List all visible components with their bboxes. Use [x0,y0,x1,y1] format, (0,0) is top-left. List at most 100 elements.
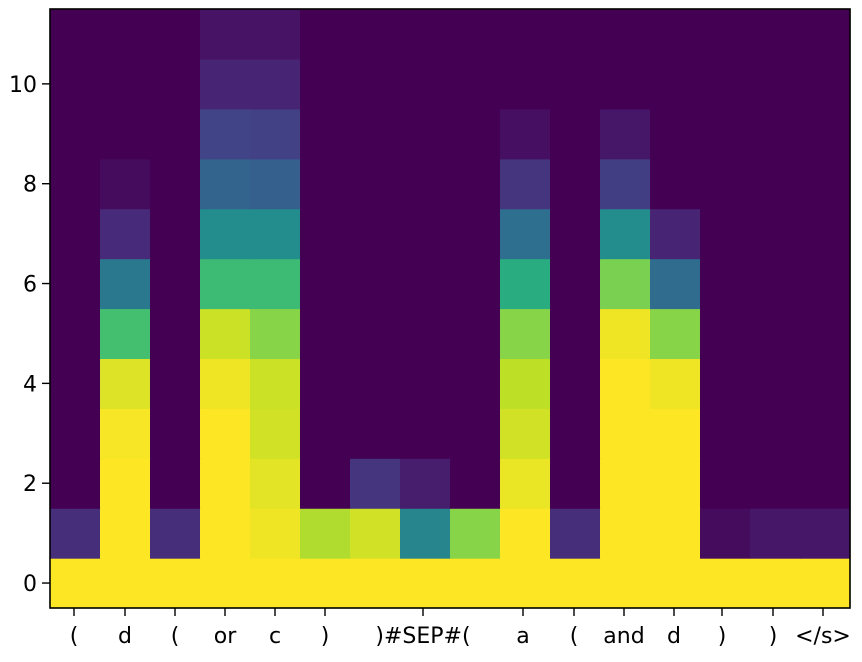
heatmap-cell [250,358,301,409]
x-tick-label: ) [321,624,330,649]
x-tick-label: ( [171,624,180,649]
heatmap-cell [450,508,501,559]
y-tick-label: 2 [23,472,37,497]
heatmap-cell [600,558,651,609]
heatmap-cell [650,458,701,509]
y-axis: 0 2 4 6 8 10 [9,73,50,597]
heatmap-cell [750,308,801,360]
x-axis: (d(or c))#SEP#(a(and d)) </s> [70,608,851,649]
heatmap-cell [350,508,401,559]
heatmap-cell [500,458,551,509]
heatmap-cell [450,9,501,60]
y-tick-label: 8 [23,173,37,198]
heatmap-cell [800,408,851,459]
heatmap-cell [550,358,601,409]
heatmap-cell [300,508,351,559]
heatmap-cell [150,108,201,160]
heatmap-cell [150,308,201,360]
heatmap-cell [800,58,851,110]
heatmap-cell [750,558,801,609]
x-tick-label: and [603,624,644,649]
heatmap-cell [600,208,651,260]
heatmap-cell [550,508,601,559]
heatmap-cell [450,258,501,310]
heatmap-cell [250,9,301,60]
heatmap-cell [100,508,151,559]
x-tick-label: c [269,624,281,649]
heatmap-cell [400,458,451,509]
heatmap-cell [800,458,851,509]
heatmap-cell [50,108,101,160]
heatmap-cell [600,108,651,160]
heatmap-cell [350,308,401,360]
heatmap-cell [700,258,751,310]
heatmap-cell [150,558,201,609]
x-tick-label: </s> [795,624,851,649]
x-tick-label: )#SEP#( [375,624,470,649]
heatmap-cell [300,358,351,409]
heatmap-cell [400,9,451,60]
x-tick-label: ) [718,624,727,649]
heatmap-cell [200,58,251,110]
heatmap-cell [250,458,301,509]
heatmap-cell [750,108,801,160]
x-tick-label: d [118,624,132,649]
heatmap-cell [400,258,451,310]
heatmap-cell [800,158,851,210]
heatmap-cell [600,358,651,409]
heatmap-cell [500,58,551,110]
heatmap-cell [300,108,351,160]
heatmap-cell [250,508,301,559]
heatmap-cell [150,458,201,509]
heatmap-cell [650,408,701,459]
heatmap-cell [50,58,101,110]
heatmap-cell [400,508,451,559]
heatmap-cell [550,208,601,260]
heatmap-cell [450,158,501,210]
heatmap-cell [750,408,801,459]
heatmap-cell [150,58,201,110]
heatmap-cell [300,408,351,459]
heatmap-cell [100,9,151,60]
heatmap-cell [500,408,551,459]
heatmap-cell [300,558,351,609]
heatmap-cell [750,458,801,509]
heatmap-cell [600,308,651,360]
heatmap-cell [150,258,201,310]
heatmap-cell [450,358,501,409]
heatmap-cell [250,58,301,110]
heatmap-cell [100,208,151,260]
heatmap-cell [300,9,351,60]
heatmap-cell [500,158,551,210]
heatmap-cell [350,458,401,509]
heatmap-cell [50,258,101,310]
heatmap-cell [50,208,101,260]
heatmap-cell [600,458,651,509]
heatmap-cell [550,158,601,210]
heatmap-cell [400,358,451,409]
heatmap-cell [650,558,701,609]
heatmap-cell [100,308,151,360]
heatmap-cell [750,358,801,409]
heatmap-cell [100,408,151,459]
heatmap-cell [650,208,701,260]
heatmap-cell [700,458,751,509]
heatmap-cell [250,408,301,459]
heatmap-cell [100,58,151,110]
heatmap-cell [550,558,601,609]
heatmap-cell [700,108,751,160]
heatmap-cell [400,158,451,210]
heatmap-cell [150,408,201,459]
heatmap-cell [800,308,851,360]
heatmap-cell [750,58,801,110]
heatmap-cell [100,358,151,409]
heatmap-cell [100,258,151,310]
heatmap-cell [650,508,701,559]
heatmap-cell [400,208,451,260]
heatmap-cell [450,58,501,110]
heatmap-cell [600,58,651,110]
y-tick-label: 0 [23,572,37,597]
heatmap-cell [450,458,501,509]
x-tick-label: a [516,624,529,649]
